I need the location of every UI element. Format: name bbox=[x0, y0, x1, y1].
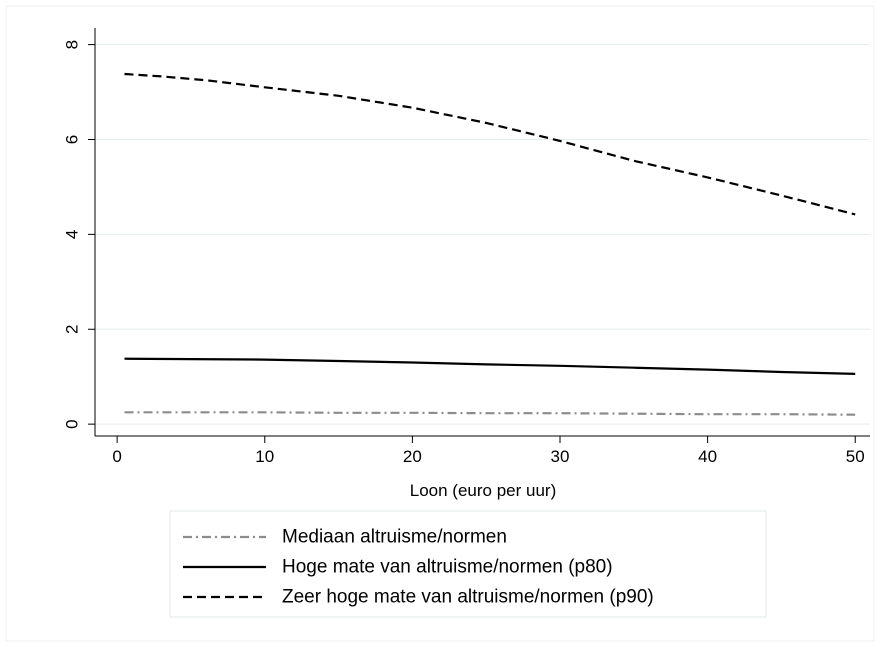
y-tick-label-2: 2 bbox=[63, 325, 82, 334]
x-tick-label-10: 10 bbox=[255, 447, 274, 466]
x-tick-label-30: 30 bbox=[551, 447, 570, 466]
series-line-1 bbox=[124, 411, 856, 416]
series-line-2 bbox=[124, 357, 856, 375]
series-line-3 bbox=[124, 72, 856, 216]
x-tick-label-50: 50 bbox=[846, 447, 865, 466]
legend-label-2: Hoge mate van altruisme/normen (p80) bbox=[282, 557, 613, 578]
y-tick-label-6: 6 bbox=[63, 135, 82, 144]
y-tick-label-0: 0 bbox=[63, 419, 82, 428]
y-tick-label-8: 8 bbox=[63, 40, 82, 49]
legend-label-1: Mediaan altruisme/normen bbox=[282, 527, 507, 548]
legend-box bbox=[169, 510, 767, 618]
x-tick-label-40: 40 bbox=[698, 447, 717, 466]
x-tick-label-20: 20 bbox=[403, 447, 422, 466]
legend: Mediaan altruisme/normen Hoge mate van al… bbox=[169, 510, 767, 618]
legend-label-3: Zeer hoge mate van altruisme/normen (p90… bbox=[282, 587, 654, 608]
x-axis-label: Loon (euro per uur) bbox=[410, 481, 556, 500]
axes-group: 0 2 4 6 8 0 10 20 30 40 50 bbox=[63, 28, 870, 466]
grid-lines bbox=[95, 44, 870, 425]
series-group bbox=[124, 72, 856, 416]
y-tick-label-4: 4 bbox=[63, 230, 82, 239]
x-tick-label-0: 0 bbox=[112, 447, 121, 466]
